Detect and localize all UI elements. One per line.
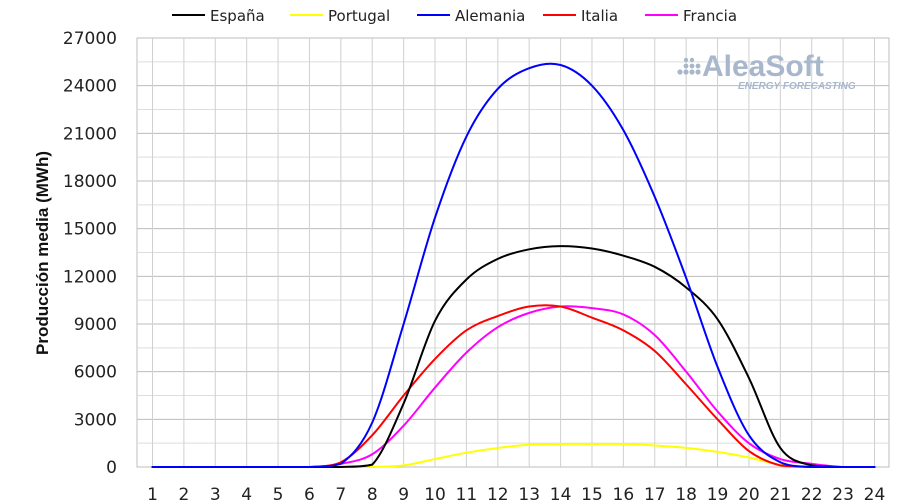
legend-item: España xyxy=(172,7,265,25)
x-tick-label: 12 xyxy=(487,485,509,500)
y-tick-label: 27000 xyxy=(63,29,117,49)
y-tick-label: 3000 xyxy=(74,410,117,430)
watermark-tagline: ENERGY FORECASTING xyxy=(738,81,856,92)
x-tick-label: 3 xyxy=(210,485,221,500)
y-axis-label: Producción media (MWh) xyxy=(33,151,52,355)
x-tick-label: 1 xyxy=(147,485,158,500)
watermark-brand: AleaSoft xyxy=(702,50,824,83)
legend-item: Italia xyxy=(543,7,618,25)
legend-item: Portugal xyxy=(290,7,390,25)
x-tick-label: 5 xyxy=(273,485,284,500)
y-tick-label: 18000 xyxy=(63,172,117,192)
x-tick-label: 17 xyxy=(644,485,666,500)
logo-dot xyxy=(683,63,689,69)
x-tick-label: 8 xyxy=(367,485,378,500)
x-tick-label: 16 xyxy=(613,485,635,500)
x-tick-label: 18 xyxy=(675,485,697,500)
x-tick-label: 9 xyxy=(398,485,409,500)
x-tick-label: 20 xyxy=(738,485,760,500)
logo-dot xyxy=(677,69,683,75)
logo-dot xyxy=(689,63,695,69)
x-tick-label: 19 xyxy=(707,485,729,500)
logo-dot xyxy=(689,57,695,63)
aleasoft-logo-icon xyxy=(677,57,701,75)
x-axis-ticks: 1 2 3 4 5 6 7 8 9 10 11 12 13 14 15 16 17 18 19 20 21 22 23 24 xyxy=(147,485,885,500)
legend-label: Alemania xyxy=(455,7,525,25)
legend-label: España xyxy=(210,7,265,25)
legend: España Portugal Alemania Italia Francia xyxy=(172,7,737,25)
legend-item: Francia xyxy=(645,7,737,25)
aleasoft-watermark: AleaSoft ENERGY FORECASTING xyxy=(677,50,856,92)
logo-dot xyxy=(683,57,689,63)
legend-label: Francia xyxy=(683,7,737,25)
y-tick-label: 9000 xyxy=(74,315,117,335)
y-tick-label: 15000 xyxy=(63,220,117,240)
y-tick-label: 12000 xyxy=(63,267,117,287)
x-tick-label: 22 xyxy=(801,485,823,500)
legend-label: Portugal xyxy=(328,7,390,25)
y-tick-label: 6000 xyxy=(74,363,117,383)
x-tick-label: 2 xyxy=(178,485,189,500)
x-tick-label: 6 xyxy=(304,485,315,500)
x-tick-label: 21 xyxy=(770,485,792,500)
x-tick-label: 15 xyxy=(581,485,603,500)
y-tick-label: 21000 xyxy=(63,124,117,144)
x-tick-label: 23 xyxy=(832,485,854,500)
series-lines xyxy=(151,62,876,469)
legend-label: Italia xyxy=(581,7,618,25)
x-tick-label: 13 xyxy=(518,485,540,500)
legend-item: Alemania xyxy=(417,7,525,25)
chart-grid xyxy=(136,37,890,468)
x-tick-label: 14 xyxy=(550,485,572,500)
x-tick-label: 24 xyxy=(864,485,886,500)
y-tick-label: 0 xyxy=(106,458,117,478)
x-tick-label: 11 xyxy=(456,485,478,500)
x-tick-label: 10 xyxy=(424,485,446,500)
logo-dot xyxy=(695,69,701,75)
series-line-alemania xyxy=(151,62,876,469)
y-axis-ticks: 0 3000 6000 9000 12000 15000 18000 21000 24000 27… xyxy=(63,29,117,478)
logo-dot xyxy=(689,69,695,75)
x-tick-label: 4 xyxy=(241,485,252,500)
x-tick-label: 7 xyxy=(335,485,346,500)
logo-dot xyxy=(695,63,701,69)
logo-dot xyxy=(683,69,689,75)
y-tick-label: 24000 xyxy=(63,77,117,97)
